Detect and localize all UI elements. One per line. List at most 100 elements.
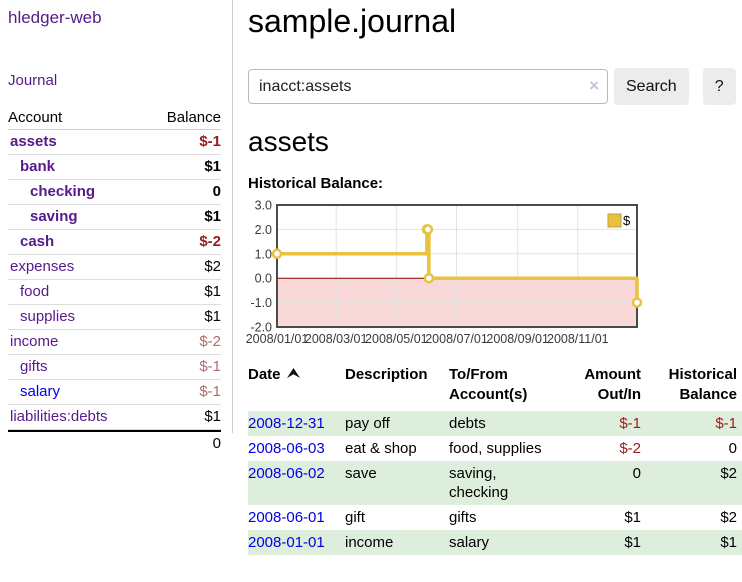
register-cell-balance: $-1 — [649, 411, 742, 436]
sort-ascending-icon — [286, 365, 300, 385]
transaction-date-link[interactable]: 2008-12-31 — [248, 415, 325, 432]
account-row: checking 0 — [8, 180, 221, 205]
register-cell-balance: $1 — [649, 530, 742, 555]
register-header-balance: Historical Balance — [668, 366, 737, 403]
transaction-date-link[interactable]: 2008-06-01 — [248, 509, 325, 526]
account-row: bank $1 — [8, 155, 221, 180]
sidebar-account-link[interactable]: saving — [30, 208, 78, 225]
sidebar-account-link[interactable]: gifts — [20, 358, 48, 375]
register-cell-accounts: saving, checking — [449, 461, 567, 505]
accounts-table: Account Balance assets $-1 bank $1 checking 0… — [8, 106, 221, 456]
register-cell-description: gift — [345, 509, 366, 526]
accounts-header-balance: Balance — [145, 106, 221, 130]
transaction-date-link[interactable]: 2008-01-01 — [248, 534, 325, 551]
account-row: assets $-1 — [8, 130, 221, 155]
sidebar-account-link[interactable]: cash — [20, 233, 55, 250]
register-cell-date: 2008-06-01 — [248, 505, 345, 530]
register-cell-description: save — [345, 461, 449, 505]
register-cell-date: 2008-12-31 — [248, 411, 345, 436]
register-row: 2008-06-03 eat & shop food, supplies $-2 0 — [248, 436, 742, 461]
svg-text:0.0: 0.0 — [255, 272, 272, 286]
accounts-header-account: Account — [8, 106, 146, 130]
account-balance: $1 — [145, 205, 221, 230]
sidebar-account-link[interactable]: assets — [10, 133, 57, 150]
page-title: sample.journal — [248, 3, 457, 39]
register-table: Date Description To/From Account(s) Amou… — [248, 363, 742, 555]
account-row: salary $-1 — [8, 380, 221, 405]
register-header-date-label: Date — [248, 366, 281, 383]
accounts-total-balance: 0 — [145, 430, 221, 456]
account-row: food $1 — [8, 280, 221, 305]
register-cell-description: income — [345, 530, 449, 555]
svg-text:3.0: 3.0 — [255, 199, 272, 213]
register-cell-description: eat & shop — [345, 440, 417, 457]
account-balance: $-1 — [145, 130, 221, 155]
account-balance: $1 — [145, 405, 221, 430]
svg-text:1.0: 1.0 — [255, 247, 272, 261]
sidebar-account-link[interactable]: income — [10, 333, 59, 350]
register-cell-balance: $2 — [720, 509, 737, 526]
svg-text:2008/07/01: 2008/07/01 — [425, 332, 488, 346]
sidebar-account-link[interactable]: food — [20, 283, 50, 300]
sidebar-account-link[interactable]: bank — [20, 158, 56, 175]
accounts-total-row: 0 — [8, 430, 221, 456]
register-cell-date: 2008-06-02 — [248, 461, 345, 505]
register-cell-accounts: food, supplies — [449, 440, 542, 457]
register-header-date[interactable]: Date — [248, 363, 345, 411]
account-row: income $-2 — [8, 330, 221, 355]
accounts-total-spacer — [8, 430, 146, 456]
register-cell-amount: $-1 — [567, 411, 649, 436]
register-cell-amount: $1 — [567, 530, 649, 555]
sidebar-account-link[interactable]: expenses — [10, 258, 75, 275]
account-row: saving $1 — [8, 205, 221, 230]
transaction-date-link[interactable]: 2008-06-03 — [248, 440, 325, 457]
account-balance: $1 — [145, 280, 221, 305]
chart-title: Historical Balance: — [248, 175, 384, 192]
register-cell-balance: $2 — [649, 461, 742, 505]
register-row: 2008-01-01 income salary $1 $1 — [248, 530, 742, 555]
account-row: liabilities:debts $1 — [8, 405, 221, 430]
register-header-accounts: To/From Account(s) — [449, 366, 528, 403]
search-input[interactable] — [248, 69, 608, 104]
register-cell-date: 2008-06-03 — [248, 436, 345, 461]
register-cell-balance: 0 — [728, 440, 737, 457]
sidebar-item-journal[interactable]: Journal — [8, 72, 58, 89]
help-button[interactable]: ? — [702, 68, 736, 105]
svg-text:2.0: 2.0 — [255, 223, 272, 237]
svg-text:-1.0: -1.0 — [250, 296, 272, 310]
register-cell-date: 2008-01-01 — [248, 530, 345, 555]
register-cell-amount: 0 — [567, 461, 649, 505]
sidebar-account-link[interactable]: checking — [30, 183, 96, 200]
search-button[interactable]: Search — [614, 68, 689, 105]
register-row: 2008-06-01 gift gifts $1 $2 — [248, 505, 742, 530]
account-row: expenses $2 — [8, 255, 221, 280]
svg-text:2008/03/01: 2008/03/01 — [305, 332, 368, 346]
register-cell-accounts: debts — [449, 411, 567, 436]
svg-text:$: $ — [623, 213, 631, 228]
register-header-description: Description — [345, 366, 428, 383]
account-balance: 0 — [145, 180, 221, 205]
account-row: gifts $-1 — [8, 355, 221, 380]
sidebar-account-link[interactable]: salary — [20, 383, 61, 400]
register-cell-description: pay off — [345, 411, 449, 436]
account-heading: assets — [248, 126, 329, 157]
svg-text:2008/05/01: 2008/05/01 — [365, 332, 428, 346]
account-balance: $-1 — [145, 355, 221, 380]
register-cell-amount: $-2 — [619, 440, 641, 457]
historical-balance-chart: $3.0 2.0 1.0 0.0 -1.0 -2.02008/01/012008/03/0… — [246, 199, 643, 346]
register-row: 2008-12-31 pay off debts $-1 $-1 — [248, 411, 742, 436]
search-form: × Search ? — [248, 68, 742, 105]
register-cell-accounts: gifts — [449, 509, 477, 526]
app-title-link[interactable]: hledger-web — [8, 8, 102, 27]
sidebar: hledger-web Journal Account Balance asse… — [0, 0, 233, 452]
account-balance: $1 — [145, 155, 221, 180]
sidebar-account-link[interactable]: supplies — [20, 308, 76, 325]
svg-text:2008/11/01: 2008/11/01 — [547, 332, 609, 346]
sidebar-account-link[interactable]: liabilities:debts — [10, 408, 108, 425]
clear-search-icon[interactable]: × — [589, 76, 599, 95]
transaction-date-link[interactable]: 2008-06-02 — [248, 465, 325, 482]
account-balance: $-2 — [145, 330, 221, 355]
register-row: 2008-06-02 save saving, checking 0 $2 — [248, 461, 742, 505]
search-box: × — [248, 69, 608, 104]
